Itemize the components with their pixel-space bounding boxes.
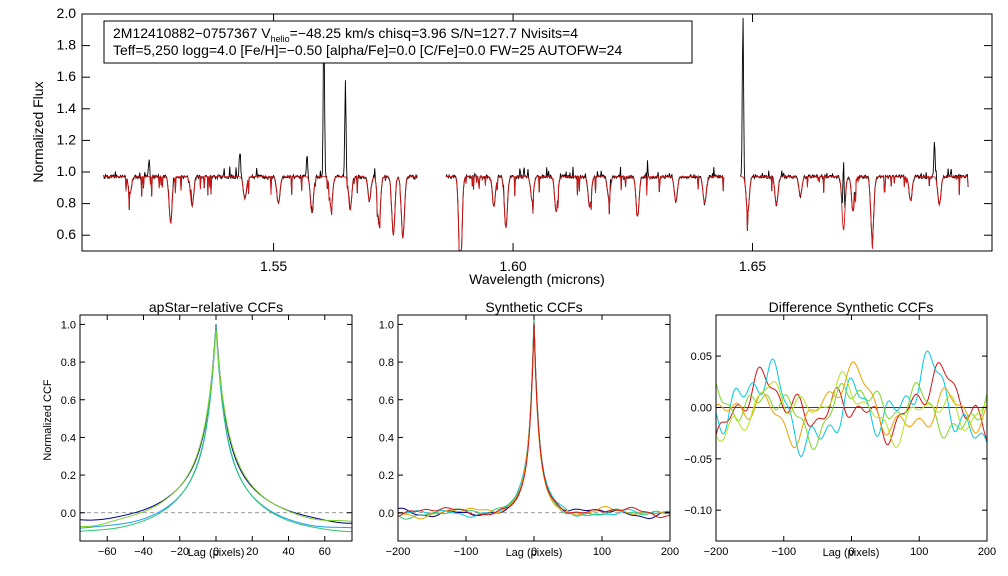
y-tick-label: 0.8 <box>61 357 76 369</box>
x-tick-label: −60 <box>98 546 117 558</box>
apstar-ccf-ylabel: Normalized CCF <box>42 379 54 461</box>
ccf-series-line <box>397 324 670 520</box>
spectrum-ylabel: Normalized Flux <box>30 81 46 182</box>
apstar-ccf-ticks: −60 −40 −20 0 20 40 60 0.0 0.2 0.4 0.6 0.8 1.0 <box>61 315 352 558</box>
x-tick-label: −40 <box>134 546 153 558</box>
ccf-series-line <box>80 326 352 529</box>
ccf-series-line <box>397 322 671 518</box>
ccf-series-line <box>397 319 671 520</box>
y-tick-label: 0.0 <box>379 508 394 520</box>
ccf-series-line <box>79 326 352 533</box>
ccf-series-line <box>715 362 988 446</box>
x-tick-label: 0 <box>848 546 854 558</box>
spectrum-xlabel: Wavelength (microns) <box>469 271 605 287</box>
apstar-ccf-frame <box>79 314 353 542</box>
y-tick-label: 1.0 <box>57 163 77 179</box>
apstar-ccf-panel: apStar−relative CCFs −60 −40 −20 0 20 40 60 0.0… <box>42 299 353 559</box>
spectrum-annotation-line1: 2M12410882−0757367 Vhelio=−48.25 km/s ch… <box>113 25 578 44</box>
difference-ccf-xlabel: Lag (pixels) <box>823 547 880 559</box>
y-tick-label: 0.2 <box>379 470 394 482</box>
observed-spectrum-line <box>445 160 725 252</box>
x-tick-label: −200 <box>386 546 411 558</box>
x-tick-label: 100 <box>910 546 928 558</box>
spectrum-panel: 1.55 1.60 1.65 0.6 0.8 1.0 1.2 1.4 1.6 1.8 2.0 2M1… <box>30 5 993 287</box>
x-tick-label: 100 <box>593 546 611 558</box>
y-tick-label: 0.6 <box>57 226 77 242</box>
synthetic-ccf-title: Synthetic CCFs <box>485 299 582 315</box>
x-tick-label: 0 <box>531 546 537 558</box>
apstar-ccf-title: apStar−relative CCFs <box>149 299 283 315</box>
y-tick-label: 1.8 <box>57 37 77 53</box>
observed-spectrum-line <box>740 17 969 248</box>
ccf-series-line <box>79 330 353 527</box>
y-tick-label: 1.0 <box>379 319 394 331</box>
y-tick-label: 0.8 <box>57 195 77 211</box>
spectrum-frame <box>81 13 993 252</box>
y-tick-label: 0.4 <box>61 432 76 444</box>
x-tick-label: −20 <box>170 546 189 558</box>
x-tick-label: −100 <box>771 546 796 558</box>
y-tick-label: 0.05 <box>691 351 712 363</box>
ccf-series-line <box>397 319 671 520</box>
y-tick-label: 1.6 <box>57 68 77 84</box>
y-tick-label: 2.0 <box>57 5 77 21</box>
x-tick-label: 1.55 <box>260 258 287 274</box>
y-tick-label: 1.4 <box>57 100 77 116</box>
y-tick-label: 0.2 <box>61 470 76 482</box>
x-tick-label: −200 <box>704 546 729 558</box>
apstar-ccf-xlabel: Lag (pixels) <box>188 547 245 559</box>
spectrum-annotation-box <box>103 20 693 64</box>
synthetic-ccf-plot-area <box>397 319 671 520</box>
y-tick-label: 1.0 <box>61 319 76 331</box>
observed-spectrum-line <box>103 31 418 239</box>
x-tick-label: 40 <box>282 546 294 558</box>
y-tick-label: 0.8 <box>379 357 394 369</box>
spectrum-annotation-line2: Teff=5,250 logg=4.0 [Fe/H]=−0.50 [alpha/… <box>113 42 622 58</box>
model-spectrum-line <box>740 175 969 249</box>
difference-ccf-frame <box>715 314 988 542</box>
x-tick-label: 20 <box>246 546 258 558</box>
ccf-series-line <box>397 323 670 519</box>
y-tick-label: 1.2 <box>57 131 77 147</box>
y-tick-label: 0.4 <box>379 432 394 444</box>
model-spectrum-line <box>103 174 418 239</box>
difference-ccf-ticks: −200 −100 0 100 200 −0.10 −0.05 0.00 0.05 <box>684 315 996 558</box>
x-tick-label: 1.65 <box>739 258 766 274</box>
model-spectrum-line <box>446 175 725 252</box>
y-tick-label: 0.6 <box>61 395 76 407</box>
y-tick-label: 0.00 <box>691 402 712 414</box>
y-tick-label: −0.10 <box>684 505 712 517</box>
y-tick-label: 0.6 <box>379 395 394 407</box>
synthetic-ccf-panel: Synthetic CCFs −200 −100 0 100 200 0.0 0.2 0.4 0… <box>379 299 679 559</box>
x-tick-label: 200 <box>978 546 996 558</box>
ccf-series-line <box>80 324 352 524</box>
x-tick-label: 1.60 <box>499 258 526 274</box>
spectrum-ticks: 1.55 1.60 1.65 0.6 0.8 1.0 1.2 1.4 1.6 1.8 2.0 <box>57 5 992 274</box>
ccf-series-line <box>715 381 988 451</box>
difference-ccf-panel: Difference Synthetic CCFs −200 −100 0 100 20… <box>684 299 996 559</box>
y-tick-label: 0.0 <box>61 508 76 520</box>
x-tick-label: 0 <box>213 546 219 558</box>
x-tick-label: 60 <box>319 546 331 558</box>
ccf-series-line <box>715 350 988 458</box>
difference-ccf-title: Difference Synthetic CCFs <box>769 299 934 315</box>
spectrum-plot-area <box>103 17 969 252</box>
synthetic-ccf-frame <box>397 314 671 542</box>
y-tick-label: −0.05 <box>684 454 712 466</box>
x-tick-label: 200 <box>661 546 679 558</box>
synthetic-ccf-ticks: −200 −100 0 100 200 0.0 0.2 0.4 0.6 0.8 1.0 <box>379 315 679 558</box>
synthetic-ccf-xlabel: Lag (pixels) <box>506 547 563 559</box>
difference-ccf-plot-area <box>715 350 988 458</box>
ccf-series-line <box>715 371 988 448</box>
apstar-ccf-plot-area <box>79 324 353 533</box>
x-tick-label: −100 <box>454 546 479 558</box>
